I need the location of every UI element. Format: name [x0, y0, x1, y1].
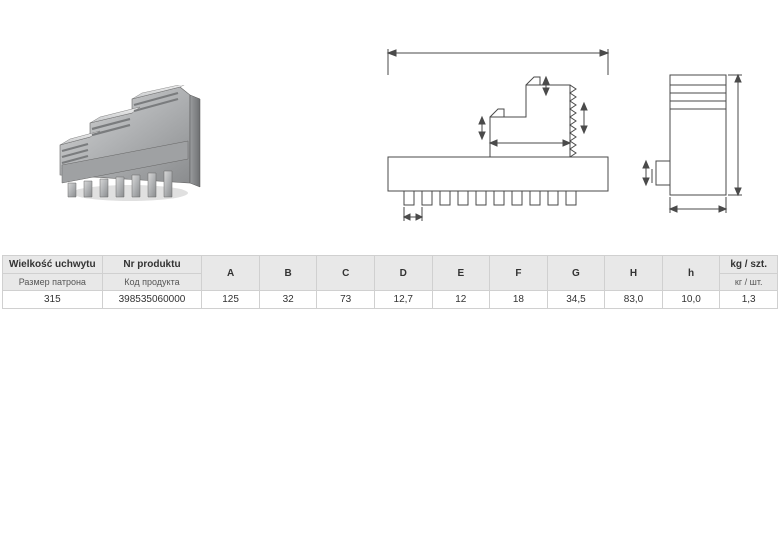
hdr-e: E	[432, 256, 490, 291]
dim-label-a: A	[493, 41, 500, 52]
dim-label-F1: F	[552, 81, 558, 92]
cell-c: 73	[317, 291, 375, 309]
dim-label-D: D	[635, 169, 642, 180]
cell-kg: 1,3	[720, 291, 778, 309]
spec-table: Wielkość uchwytu Nr produktu A B C D E F…	[2, 255, 778, 309]
hdr-c: C	[317, 256, 375, 291]
hdr-kg-ru: кг / шт.	[720, 274, 778, 291]
cell-b: 32	[259, 291, 317, 309]
hdr-f: F	[490, 256, 548, 291]
hdr-product-ru: Код продукта	[102, 274, 202, 291]
cell-g: 34,5	[547, 291, 605, 309]
product-photo	[40, 90, 210, 200]
cell-a: 125	[202, 291, 260, 309]
dim-label-B: B	[695, 215, 702, 226]
dim-label-H: H	[526, 131, 533, 142]
cell-product: 398535060000	[102, 291, 202, 309]
dim-label-C: C	[746, 129, 750, 140]
dim-label-F2: F	[468, 123, 474, 134]
hdr-a: A	[202, 256, 260, 291]
hdr-g: G	[547, 256, 605, 291]
hdr-d: D	[374, 256, 432, 291]
dim-label-E: E	[659, 149, 666, 160]
hdr-hs: h	[662, 256, 720, 291]
cell-size: 315	[3, 291, 103, 309]
technical-diagrams: A H	[370, 35, 750, 235]
dim-label-G: G	[592, 113, 600, 124]
cell-f: 18	[490, 291, 548, 309]
dim-label-hs: h	[410, 223, 416, 234]
hdr-b: B	[259, 256, 317, 291]
hdr-size-ru: Размер патрона	[3, 274, 103, 291]
hdr-H: H	[605, 256, 663, 291]
cell-H: 83,0	[605, 291, 663, 309]
table-row: 315 398535060000 125 32 73 12,7 12 18 34…	[3, 291, 778, 309]
cell-e: 12	[432, 291, 490, 309]
hdr-product-pl: Nr produktu	[102, 256, 202, 274]
cell-d: 12,7	[374, 291, 432, 309]
cell-hs: 10,0	[662, 291, 720, 309]
hdr-size-pl: Wielkość uchwytu	[3, 256, 103, 274]
hdr-kg-pl: kg / szt.	[720, 256, 778, 274]
